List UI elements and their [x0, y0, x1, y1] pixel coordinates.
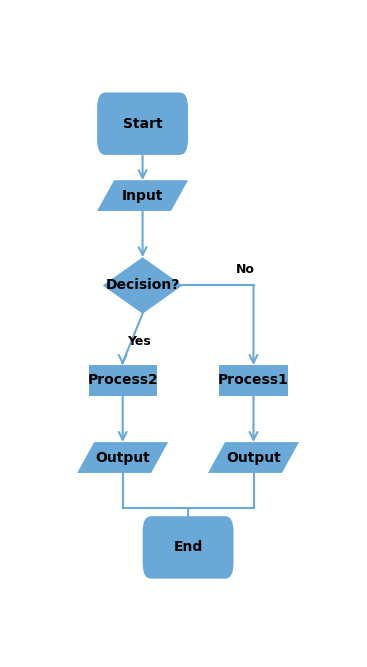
Polygon shape	[97, 180, 188, 211]
Polygon shape	[208, 442, 299, 473]
Text: Decision?: Decision?	[105, 279, 180, 292]
Polygon shape	[77, 442, 168, 473]
Text: Output: Output	[95, 450, 150, 464]
Polygon shape	[103, 257, 182, 313]
Text: Input: Input	[122, 189, 163, 203]
FancyBboxPatch shape	[97, 93, 188, 155]
Bar	[219, 365, 288, 396]
Text: Process2: Process2	[87, 374, 158, 388]
Text: Yes: Yes	[127, 336, 151, 348]
Text: End: End	[174, 540, 203, 554]
FancyBboxPatch shape	[143, 516, 233, 578]
Text: No: No	[236, 263, 254, 276]
Bar	[88, 365, 157, 396]
Text: Output: Output	[226, 450, 281, 464]
Text: Process1: Process1	[218, 374, 289, 388]
Text: Start: Start	[123, 117, 162, 131]
